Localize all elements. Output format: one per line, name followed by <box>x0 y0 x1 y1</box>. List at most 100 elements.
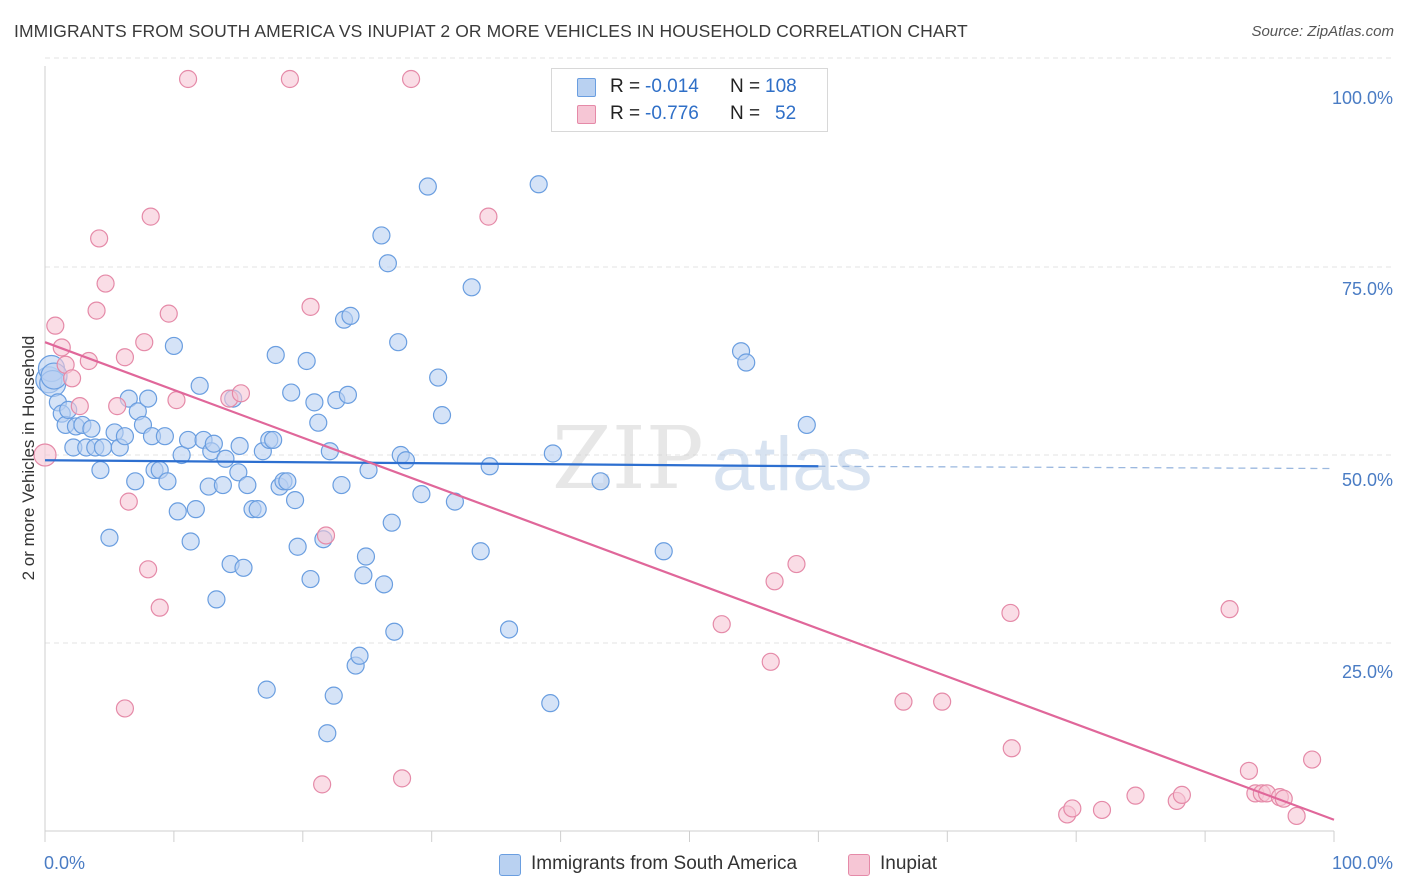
legend-n-value: 52 <box>775 103 797 124</box>
point-inupiat <box>178 69 198 89</box>
point-inupiat <box>46 316 65 335</box>
point-immigrants <box>382 513 401 532</box>
point-immigrants <box>374 575 394 594</box>
point-immigrants <box>216 449 235 468</box>
point-immigrants <box>190 376 209 395</box>
point-inupiat <box>115 348 135 367</box>
point-inupiat <box>159 304 178 323</box>
point-immigrants <box>499 620 519 639</box>
point-inupiat <box>141 207 160 226</box>
y-axis-label: 2 or more Vehicles in Household <box>19 336 38 581</box>
point-immigrants <box>257 680 276 699</box>
legend-r-value: -0.776 <box>645 103 699 124</box>
point-inupiat <box>1001 603 1020 623</box>
point-immigrants <box>207 590 226 609</box>
point-immigrants <box>297 351 316 371</box>
point-immigrants <box>309 413 328 432</box>
tick-labels: 25.0% 50.0% 75.0% 100.0% 0.0% 100.0% <box>44 88 1393 873</box>
point-inupiat <box>1063 799 1082 818</box>
point-immigrants <box>126 472 145 491</box>
point-inupiat <box>765 572 784 591</box>
legend-n-label: N = <box>730 103 761 124</box>
y-tick-label: 100.0% <box>1332 88 1393 108</box>
point-immigrants <box>168 502 187 521</box>
point-inupiat <box>392 769 412 788</box>
point-immigrants <box>354 566 373 585</box>
y-tick-label: 25.0% <box>1342 662 1393 682</box>
chart-title: IMMIGRANTS FROM SOUTH AMERICA VS INUPIAT… <box>14 21 968 41</box>
point-immigrants <box>181 532 200 551</box>
point-immigrants <box>82 419 101 438</box>
point-immigrants <box>285 491 305 510</box>
point-inupiat <box>62 369 82 388</box>
point-inupiat <box>301 297 320 316</box>
legend-swatch-blue <box>577 78 596 97</box>
trend-line-immigrants <box>44 459 819 468</box>
trend-lines <box>44 341 1335 821</box>
point-immigrants <box>378 254 397 273</box>
point-immigrants <box>480 457 499 476</box>
point-inupiat <box>231 384 251 403</box>
legend-r-value: -0.014 <box>645 76 699 97</box>
point-immigrants <box>213 475 232 495</box>
point-immigrants <box>248 500 267 519</box>
point-immigrants <box>238 475 257 495</box>
point-immigrants <box>230 436 249 456</box>
point-immigrants <box>432 406 452 425</box>
point-immigrants <box>266 345 285 365</box>
point-inupiat <box>119 492 138 511</box>
point-immigrants <box>541 694 560 713</box>
point-inupiat <box>316 526 336 545</box>
point-immigrants <box>338 385 358 404</box>
point-immigrants <box>282 383 301 402</box>
point-inupiat <box>1220 600 1239 619</box>
point-immigrants <box>350 646 369 665</box>
point-immigrants <box>100 528 119 547</box>
point-immigrants <box>301 569 320 589</box>
point-immigrants <box>91 460 110 480</box>
point-immigrants <box>278 472 297 491</box>
x-tick-label: 0.0% <box>44 853 85 873</box>
point-immigrants <box>412 485 431 504</box>
point-inupiat <box>115 699 135 718</box>
point-immigrants <box>418 177 437 196</box>
point-inupiat <box>70 397 89 416</box>
legend-swatch-pink <box>848 854 870 876</box>
x-tick-label: 100.0% <box>1332 853 1393 873</box>
point-immigrants <box>318 724 337 743</box>
point-inupiat <box>712 615 731 634</box>
point-immigrants <box>324 686 343 705</box>
point-immigrants <box>155 427 174 446</box>
watermark-atlas: atlas <box>712 422 873 507</box>
correlation-legend: R = -0.014 N = 108 R = -0.776 N = 52 <box>551 68 828 132</box>
point-immigrants <box>332 475 351 495</box>
legend-label-immigrants: Immigrants from South America <box>531 853 798 874</box>
trend-line-immigrants-projection <box>818 465 1335 470</box>
point-immigrants <box>164 336 183 356</box>
point-immigrants <box>737 353 756 372</box>
y-tick-label: 75.0% <box>1342 279 1393 299</box>
point-inupiat <box>1287 806 1306 826</box>
point-inupiat <box>1002 739 1021 758</box>
legend-n-value: 108 <box>765 76 797 97</box>
point-immigrants <box>93 438 113 457</box>
point-inupiat <box>87 301 106 320</box>
point-immigrants <box>385 622 404 641</box>
point-inupiat <box>933 692 952 711</box>
point-inupiat <box>150 598 169 617</box>
point-immigrants <box>288 537 307 556</box>
point-immigrants <box>172 445 191 465</box>
point-immigrants <box>396 451 416 470</box>
point-immigrants <box>204 434 223 453</box>
point-inupiat <box>135 333 154 352</box>
point-immigrants <box>654 542 673 561</box>
point-inupiat <box>313 775 332 794</box>
point-immigrants <box>429 368 448 387</box>
point-immigrants <box>158 472 177 491</box>
point-immigrants <box>471 542 490 561</box>
point-immigrants <box>264 430 283 450</box>
point-immigrants <box>372 226 391 245</box>
point-inupiat <box>280 69 300 89</box>
point-immigrants <box>341 306 360 325</box>
